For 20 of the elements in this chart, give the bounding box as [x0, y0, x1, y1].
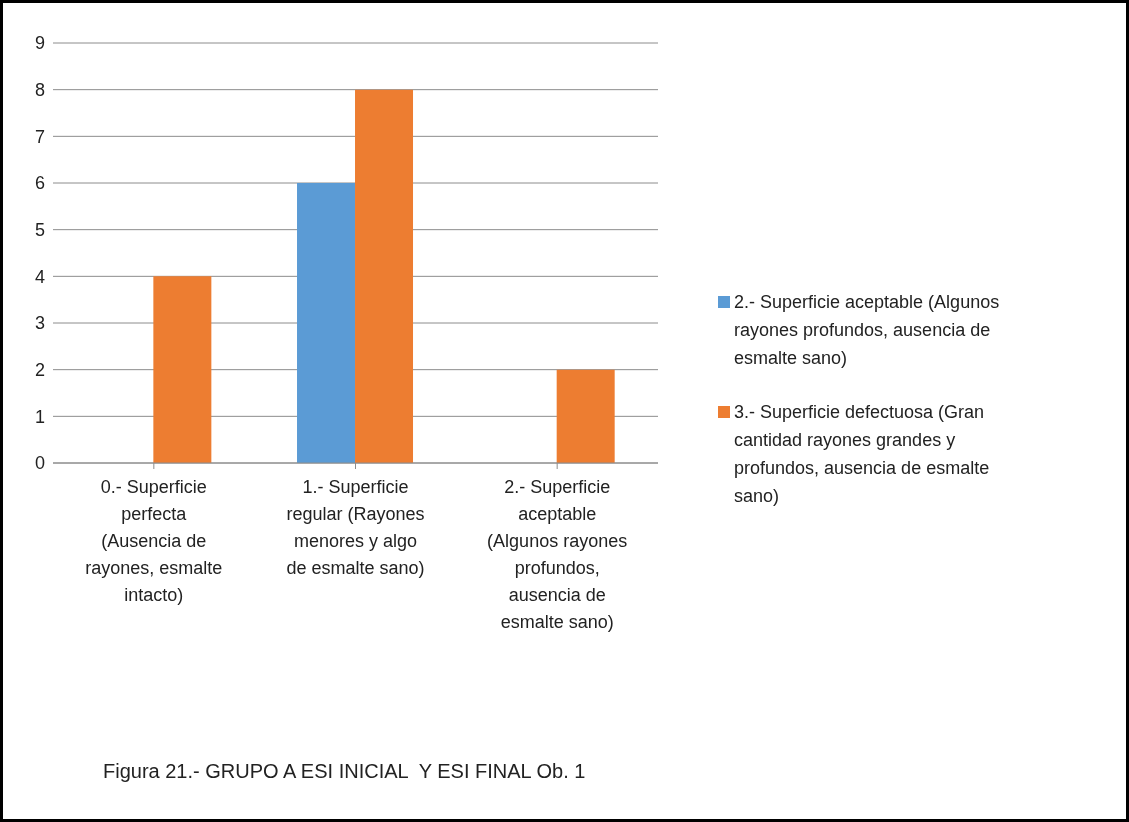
y-tick-label: 7 [34, 126, 45, 147]
y-tick-label: 0 [34, 453, 45, 474]
y-tick-label: 1 [34, 406, 45, 427]
y-tick-label: 8 [34, 80, 45, 101]
bar [153, 276, 212, 463]
text: Figura 21.- GRUPO A ESI INICIAL Y ESI FINAL Ob. 1 [103, 760, 586, 783]
bar [355, 89, 414, 463]
y-tick-label: 5 [34, 220, 45, 241]
y-tick-label: 2 [34, 360, 45, 381]
x-tick-label: 2.- Superficie aceptable (Algunos rayones profundos, ausencia de esmalte sano) [487, 477, 628, 632]
y-tick-label: 4 [34, 266, 45, 287]
bar [556, 369, 615, 463]
x-tick-label: 1.- Superficie regular (Rayones menores y algo de esmalte sano) [286, 477, 425, 578]
y-tick-label: 9 [34, 33, 45, 54]
legend-label: 3.- Superficie defectuosa (Gran cantidad rayones grandes y profundos, ausencia de esmalte sano) [734, 401, 991, 508]
y-tick-label: 3 [34, 313, 45, 334]
x-tick-label: 0.- Superficie perfecta (Ausencia de rayones, esmalte intacto) [85, 477, 223, 605]
legend-label: 2.- Superficie aceptable (Algunos rayones profundos, ausencia de esmalte sano) [734, 291, 1001, 370]
bar [297, 183, 356, 463]
y-tick-label: 6 [34, 173, 45, 194]
